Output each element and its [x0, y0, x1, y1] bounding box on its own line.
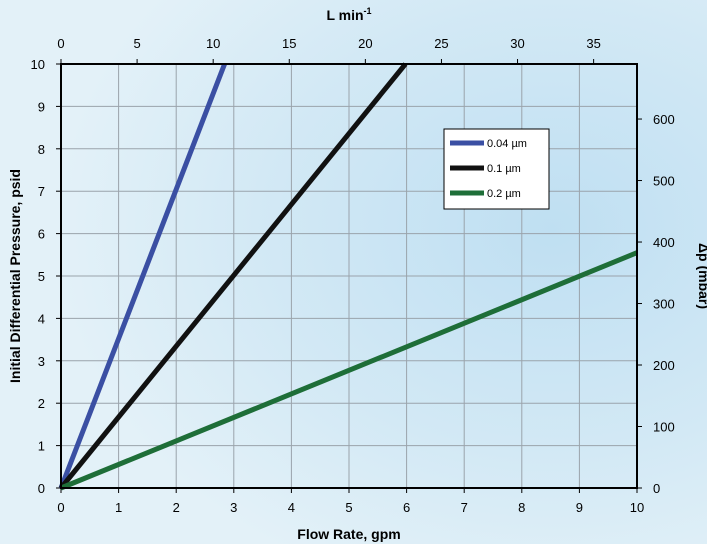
x2-tick-label: 15: [282, 36, 296, 51]
x2-tick-label: 5: [133, 36, 140, 51]
legend-label: 0.1 µm: [487, 163, 521, 175]
y2-tick-label: 100: [653, 420, 675, 435]
y-tick-label: 2: [38, 396, 45, 411]
x-tick-label: 3: [230, 500, 237, 515]
x-tick-label: 7: [461, 500, 468, 515]
series-line-2: [59, 62, 408, 490]
y-tick-label: 10: [31, 57, 45, 72]
legend-label: 0.04 µm: [487, 138, 527, 150]
y-tick-label: 4: [38, 311, 45, 326]
x-tick-label: 10: [630, 500, 644, 515]
series-layer: [58, 62, 638, 491]
y-tick-label: 9: [38, 99, 45, 114]
top-axis-title-superscript: -1: [364, 6, 372, 16]
legend: 0.04 µm 0.1 µm 0.2 µm: [443, 128, 550, 210]
top-axis-title: L min-1: [326, 6, 371, 23]
x2-tick-label: 20: [358, 36, 372, 51]
x-tick-label: 0: [57, 500, 64, 515]
y2-tick-label: 200: [653, 358, 675, 373]
x-tick-label: 5: [345, 500, 352, 515]
y-tick-label: 5: [38, 269, 45, 284]
x-tick-label: 9: [576, 500, 583, 515]
y2-tick-label: 300: [653, 297, 675, 312]
y-tick-label: 6: [38, 227, 45, 242]
x2-tick-label: 10: [206, 36, 220, 51]
right-axis-title: Δp (mbar): [696, 243, 707, 309]
series-line-3: [60, 250, 638, 491]
x2-tick-label: 0: [57, 36, 64, 51]
x2-tick-label: 30: [510, 36, 524, 51]
x-tick-label: 8: [518, 500, 525, 515]
y2-tick-label: 0: [653, 481, 660, 496]
y2-tick-label: 500: [653, 174, 675, 189]
y-tick-label: 3: [38, 354, 45, 369]
x-tick-label: 4: [288, 500, 295, 515]
x-axis-title: Flow Rate, gpm: [297, 526, 400, 542]
x2-tick-label: 35: [586, 36, 600, 51]
y2-tick-label: 600: [653, 112, 675, 127]
y-axis-title: Initial Differential Pressure, psid: [7, 169, 23, 383]
top-axis-title-main: L min: [326, 7, 363, 23]
series-line-1: [58, 63, 227, 489]
x-tick-label: 2: [173, 500, 180, 515]
y-tick-label: 7: [38, 184, 45, 199]
y-tick-label: 0: [38, 481, 45, 496]
x2-tick-label: 25: [434, 36, 448, 51]
x-tick-label: 6: [403, 500, 410, 515]
y-tick-label: 8: [38, 142, 45, 157]
legend-label: 0.2 µm: [487, 188, 521, 200]
x-tick-label: 1: [115, 500, 122, 515]
y-tick-label: 1: [38, 439, 45, 454]
y2-tick-label: 400: [653, 235, 675, 250]
